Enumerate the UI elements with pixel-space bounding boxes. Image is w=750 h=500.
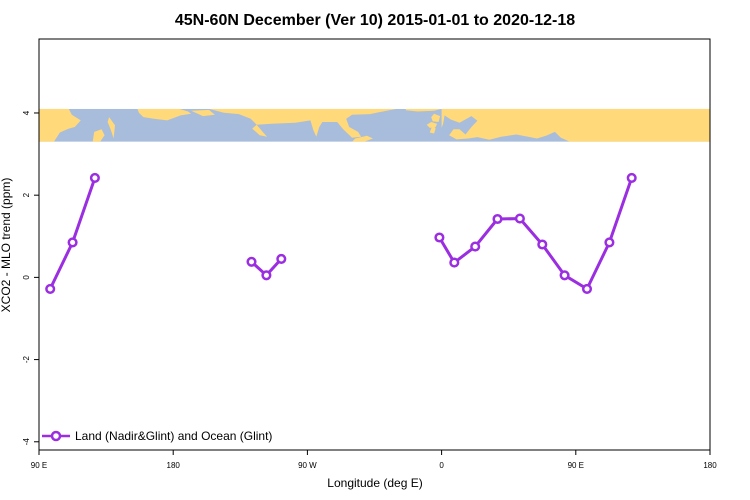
y-tick-label: 2 xyxy=(22,192,31,197)
data-point xyxy=(449,257,460,268)
data-point xyxy=(276,253,287,264)
map-landmass xyxy=(405,108,442,112)
map-landmass xyxy=(426,122,438,128)
data-point xyxy=(537,239,548,250)
data-point xyxy=(604,237,615,248)
x-tick-label: 90 E xyxy=(31,461,47,470)
markers-layer xyxy=(45,172,637,294)
chart-title: 45N-60N December (Ver 10) 2015-01-01 to … xyxy=(175,12,575,29)
map-landmass xyxy=(252,124,268,137)
map-landmass xyxy=(441,108,710,142)
legend-marker-swatch xyxy=(50,430,62,442)
x-tick-label: 180 xyxy=(703,461,717,470)
map-landmass xyxy=(346,127,353,132)
data-point xyxy=(492,213,503,225)
y-tick-label: -2 xyxy=(22,355,31,363)
y-tick-label: 4 xyxy=(22,110,31,115)
data-point xyxy=(434,232,445,243)
map-landmass xyxy=(107,117,115,139)
map-landmass xyxy=(92,129,105,142)
legend: Land (Nadir&Glint) and Ocean (Glint) xyxy=(42,429,272,443)
y-axis: 4 2 0 -2 -4 xyxy=(22,110,39,445)
y-axis-label: XCO2 - MLO trend (ppm) xyxy=(0,178,13,313)
y-tick-label: 0 xyxy=(22,275,31,280)
data-point xyxy=(45,283,56,294)
data-point xyxy=(89,172,100,183)
map-landmass xyxy=(431,113,441,122)
series-line-segment xyxy=(438,177,634,291)
map-landmass xyxy=(137,108,192,121)
map-landmass xyxy=(352,135,373,142)
map-landmass xyxy=(191,109,215,117)
data-point xyxy=(470,241,481,252)
data-point xyxy=(626,172,637,183)
x-tick-label: 90 E xyxy=(568,461,584,470)
data-point xyxy=(559,270,570,281)
map-landmass xyxy=(629,117,637,139)
data-point xyxy=(246,256,257,267)
x-tick-label: 0 xyxy=(439,461,444,470)
map-landmass xyxy=(39,108,81,142)
map-landmass xyxy=(209,108,397,138)
map-landmass xyxy=(613,127,625,142)
x-tick-label: 90 W xyxy=(298,461,317,470)
series-line-segment xyxy=(48,177,97,290)
plot-frame xyxy=(38,38,711,451)
data-point xyxy=(514,213,525,224)
data-point xyxy=(581,283,593,294)
x-tick-label: 180 xyxy=(167,461,181,470)
y-tick-label: -4 xyxy=(22,438,31,446)
series-layer xyxy=(48,177,634,291)
x-axis-label: Longitude (deg E) xyxy=(327,476,422,490)
x-axis: 90 E 180 90 W 0 90 E 180 xyxy=(31,450,717,470)
map-land xyxy=(39,108,710,142)
map-landmass xyxy=(429,124,436,134)
world-map-band xyxy=(39,108,710,142)
data-point xyxy=(261,270,272,281)
legend-label: Land (Nadir&Glint) and Ocean (Glint) xyxy=(75,429,272,443)
data-point xyxy=(67,237,78,248)
